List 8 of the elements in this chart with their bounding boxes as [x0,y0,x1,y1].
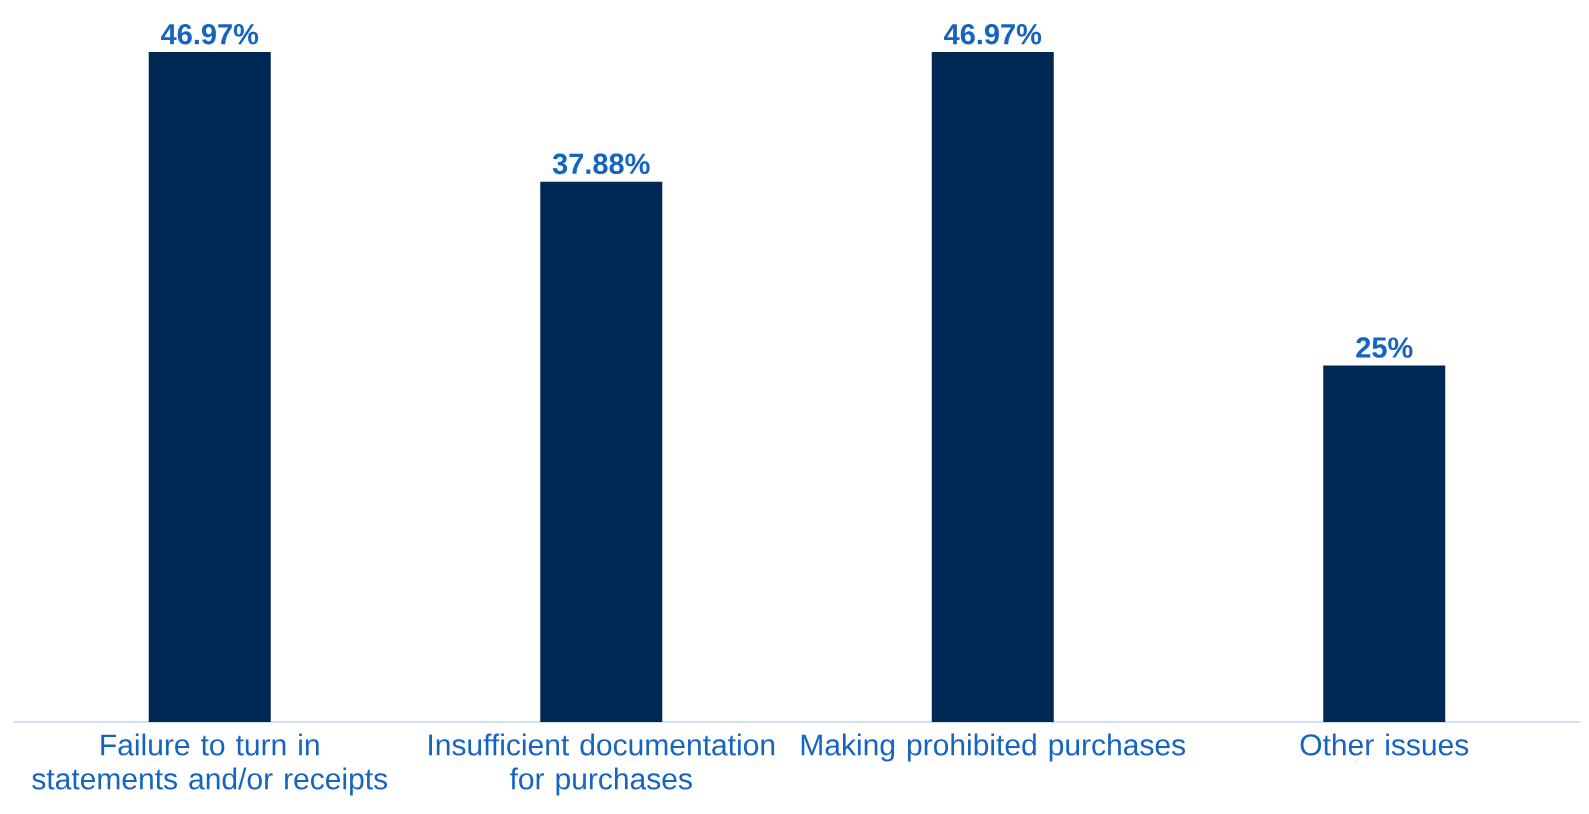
x-tick-label: Insufficient documentation for purchases [429,733,775,796]
data-label: 46.97% [161,23,259,45]
x-tick-label: Failure to turn in statements and/or receipts [32,733,388,796]
data-label: 37.88% [552,153,650,175]
data-label: 25% [1356,337,1413,358]
x-tick-label: Other issues [1300,733,1469,756]
x-tick-label: Making prohibited purchases [801,733,1186,762]
data-label: 46.97% [944,23,1042,45]
